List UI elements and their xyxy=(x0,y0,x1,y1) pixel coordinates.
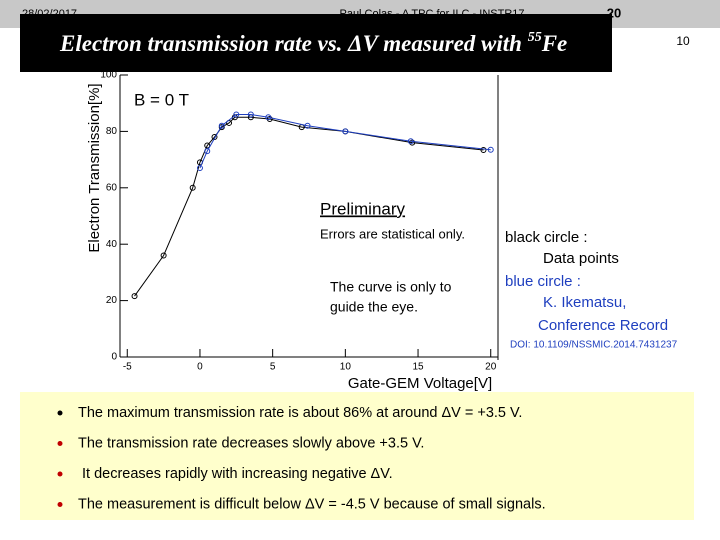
data-point xyxy=(487,146,494,153)
series-line xyxy=(134,116,484,297)
data-point xyxy=(218,122,225,129)
annotation: guide the eye. xyxy=(330,299,418,315)
data-point xyxy=(160,252,167,259)
x-axis-label: Gate-GEM Voltage[V] xyxy=(348,375,492,392)
title-text: Electron transmission rate vs. ΔV measur… xyxy=(59,31,528,56)
data-point xyxy=(304,122,311,129)
y-tick-label: 20 xyxy=(106,295,118,306)
footer: Paul Colas - A TPC for ILC - INSTR17 xyxy=(339,8,524,20)
y-tick-label: 40 xyxy=(106,239,118,250)
bullet-text: The maximum transmission rate is about 8… xyxy=(78,405,522,421)
bullet-dot xyxy=(57,410,63,416)
bullet-dot xyxy=(57,502,63,507)
series-line xyxy=(199,113,491,169)
x-tick-label: 0 xyxy=(197,362,203,373)
annotation: Preliminary xyxy=(320,199,406,218)
data-point xyxy=(196,165,203,172)
data-point xyxy=(266,115,273,122)
y-tick-label: 0 xyxy=(111,352,117,363)
title-box xyxy=(20,14,612,72)
data-point xyxy=(407,138,414,145)
y-tick-label: 80 xyxy=(106,126,118,137)
data-point xyxy=(247,111,254,118)
x-tick-label: 15 xyxy=(412,362,424,373)
title: Electron transmission rate vs. ΔV measur… xyxy=(59,30,567,56)
y-axis-label: Electron Transmission[%] xyxy=(86,83,103,252)
data-point xyxy=(342,128,349,135)
data-point xyxy=(204,148,211,155)
page: 20 xyxy=(607,5,621,20)
annotation: Conference Record xyxy=(538,317,668,334)
annotation: K. Ikematsu, xyxy=(543,294,626,311)
bullet-dot xyxy=(57,441,63,446)
y-tick-label: 60 xyxy=(106,182,118,193)
annotation: Errors are statistical only. xyxy=(320,226,465,241)
x-tick-label: 5 xyxy=(270,362,276,373)
data-point xyxy=(131,293,138,300)
data-point xyxy=(480,147,487,154)
bullet-text: It decreases rapidly with increasing neg… xyxy=(82,466,393,482)
x-tick-label: 10 xyxy=(340,362,352,373)
data-point xyxy=(211,134,218,141)
legend-entry: blue circle : xyxy=(505,273,581,290)
corner-number: 10 xyxy=(676,34,690,48)
legend-entry: black circle : xyxy=(505,229,588,246)
annotation: B = 0 T xyxy=(134,90,189,109)
data-point xyxy=(265,114,272,121)
data-point xyxy=(204,142,211,149)
annotation: DOI: 10.1109/NSSMIC.2014.7431237 xyxy=(510,340,678,351)
data-point xyxy=(233,111,240,118)
bullet-text: The measurement is difficult below ΔV = … xyxy=(78,496,546,512)
annotation: The curve is only to xyxy=(330,279,452,295)
data-point xyxy=(189,184,196,191)
annotation: Data points xyxy=(543,250,619,267)
title-sup: 55 xyxy=(528,30,542,45)
x-tick-label: -5 xyxy=(123,362,132,373)
x-tick-label: 20 xyxy=(485,362,497,373)
data-point xyxy=(409,139,416,146)
date: 28/02/2017 xyxy=(22,8,77,20)
bullet-text: The transmission rate decreases slowly a… xyxy=(78,435,424,451)
y-tick-label: 100 xyxy=(100,70,117,81)
notes-box xyxy=(20,392,694,520)
title-text: Fe xyxy=(541,31,568,56)
bullet-dot xyxy=(57,471,63,477)
